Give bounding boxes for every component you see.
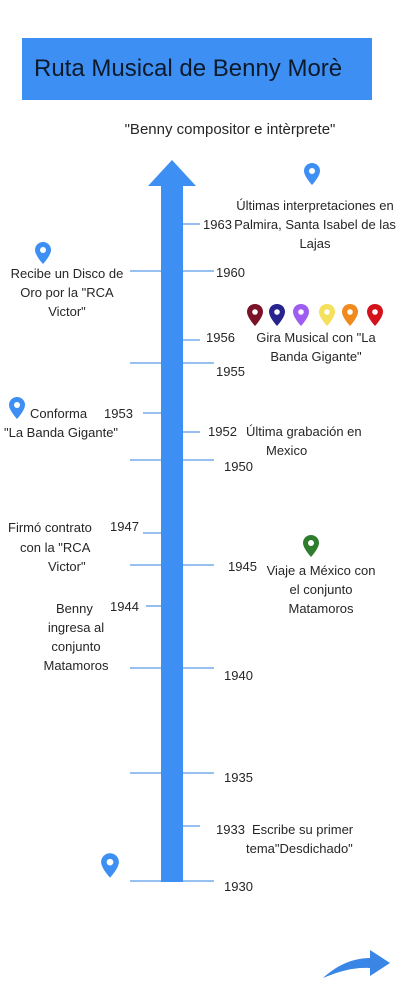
event-1952-text-line2: Mexico	[266, 443, 308, 458]
axis-year-1955: 1955	[216, 364, 245, 379]
event-1945-text: Viaje a México con el conjunto Matamoros	[266, 563, 376, 616]
event-1944-text-line1: Benny	[56, 601, 93, 616]
map-marker-icon	[101, 853, 119, 878]
axis-year-1930: 1930	[224, 879, 253, 894]
title-banner: Ruta Musical de Benny Morè	[22, 38, 372, 100]
timeline-ticks	[130, 223, 214, 882]
axis-year-1960: 1960	[216, 265, 245, 280]
map-marker-icon	[247, 304, 263, 326]
map-marker-icon	[303, 535, 319, 557]
axis-year-1935: 1935	[224, 770, 253, 785]
map-marker-icon	[35, 242, 51, 264]
event-1947-text-line1: Firmó contrato	[8, 520, 92, 535]
page-title: Ruta Musical de Benny Morè	[34, 55, 343, 82]
timeline-arrowhead	[148, 160, 196, 186]
axis-year-1940: 1940	[224, 668, 253, 683]
event-1963-text: Últimas interpretaciones en Palmira, San…	[234, 198, 396, 251]
event-1956-year: 1956	[206, 330, 235, 345]
tour-pins	[247, 304, 383, 326]
map-marker-icon	[304, 163, 320, 185]
event-1952-year: 1952	[208, 424, 237, 439]
event-1953-text-line1: Conforma	[30, 406, 88, 421]
event-1963-year: 1963	[203, 217, 232, 232]
map-marker-icon	[319, 304, 335, 326]
event-1947-year: 1947	[110, 519, 139, 534]
event-1933-text-line2: tema"Desdichado"	[246, 841, 353, 856]
event-1933-year: 1933	[216, 822, 245, 837]
event-1953-text-line2: "La Banda Gigante"	[4, 425, 119, 440]
event-1960-text: Recibe un Disco de Oro por la "RCA Victo…	[10, 266, 124, 319]
event-1933-text-line1: Escribe su primer	[252, 822, 354, 837]
map-marker-icon	[367, 304, 383, 326]
event-1947-text-line3: Victor"	[48, 559, 86, 574]
event-1956-text: Gira Musical con "La Banda Gigante"	[256, 330, 376, 364]
axis-year-1950: 1950	[224, 459, 253, 474]
map-marker-icon	[293, 304, 309, 326]
map-marker-icon	[342, 304, 358, 326]
event-1944-text-line2: ingresa al conjunto Matamoros	[43, 620, 109, 673]
event-1944-year: 1944	[110, 599, 139, 614]
curved-arrow-icon[interactable]	[318, 936, 394, 984]
event-1952-text-line1: Última grabación en	[246, 424, 362, 439]
axis-year-1945: 1945	[228, 559, 257, 574]
timeline-axis	[161, 184, 183, 882]
map-marker-icon	[269, 304, 285, 326]
map-marker-icon	[9, 397, 25, 419]
event-1947-text-line2: con la "RCA	[20, 540, 91, 555]
subtitle: "Benny compositor e intèrprete"	[124, 121, 336, 138]
event-1953-year: 1953	[104, 406, 133, 421]
